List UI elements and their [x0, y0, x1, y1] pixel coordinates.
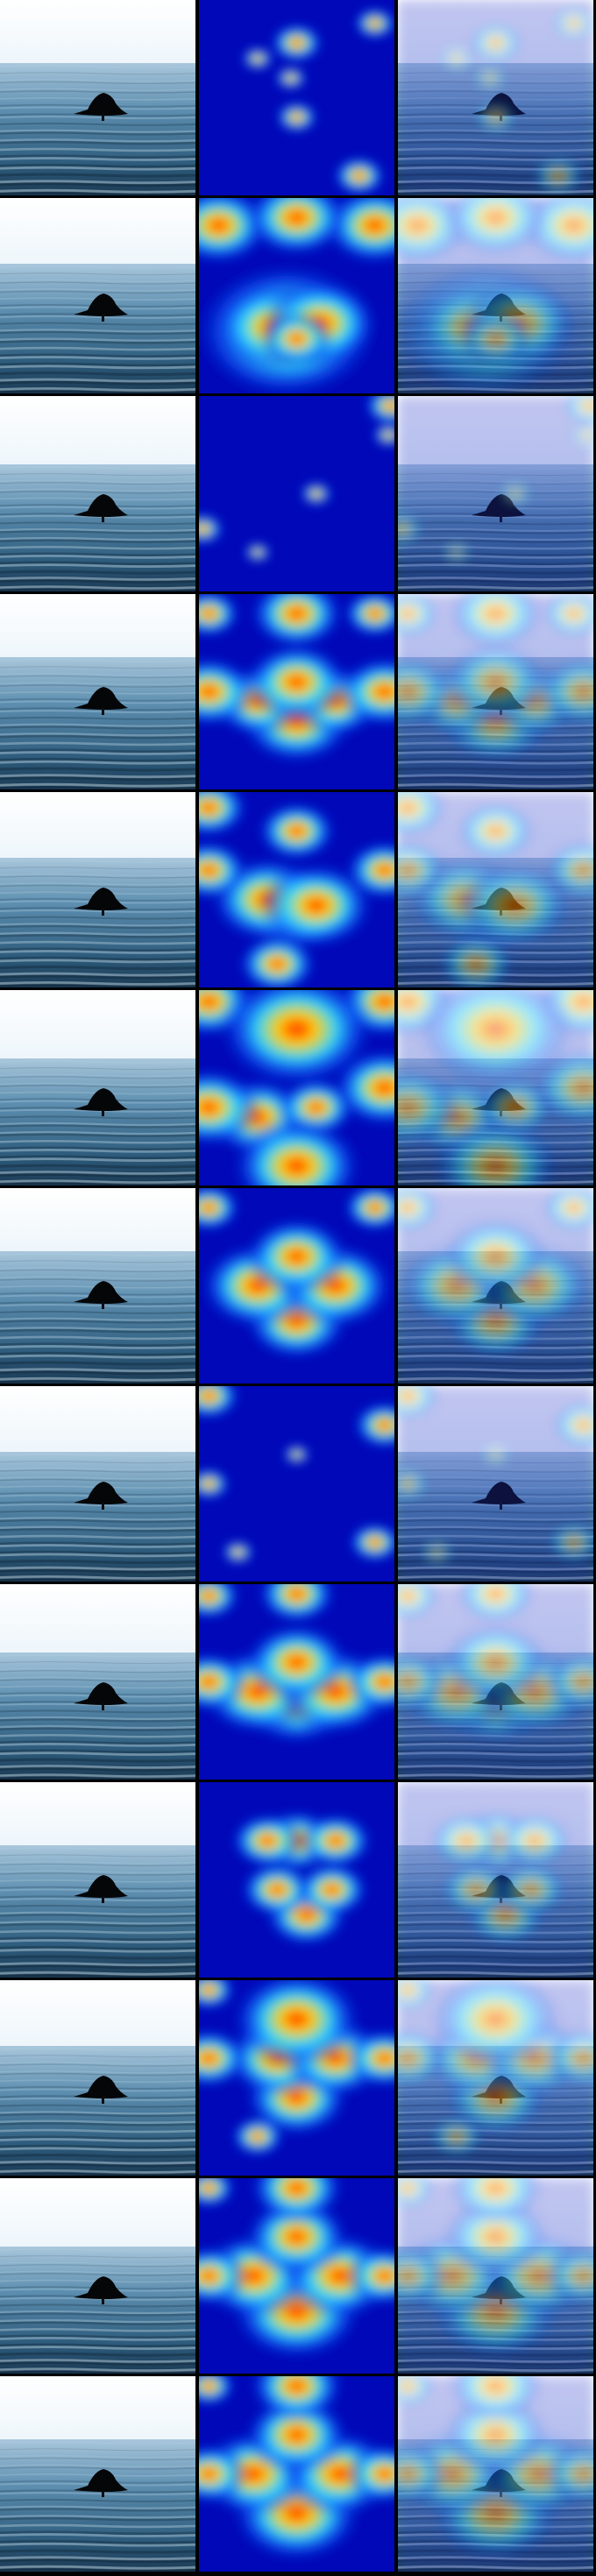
overlay-tile	[398, 0, 593, 195]
figure-row	[0, 198, 596, 393]
heatmap-image	[199, 2376, 394, 2572]
heatmap-image	[199, 1188, 394, 1384]
input-photo-tile	[0, 990, 195, 1185]
overlay-image	[398, 198, 593, 393]
input-photo-tile	[0, 198, 195, 393]
input-photo-tile	[0, 1188, 195, 1384]
overlay-tile	[398, 1188, 593, 1384]
heatmap-image	[199, 2178, 394, 2374]
input-photo-tile	[0, 396, 195, 591]
overlay-tile	[398, 594, 593, 789]
figure-row	[0, 1584, 596, 1780]
heatmap-tile	[199, 1386, 394, 1582]
overlay-tile	[398, 1386, 593, 1582]
input-photo-image	[0, 198, 195, 393]
heatmap-image	[199, 1584, 394, 1780]
figure-row	[0, 792, 596, 987]
overlay-image	[398, 1188, 593, 1384]
figure-row	[0, 396, 596, 591]
input-photo-tile	[0, 1584, 195, 1780]
input-photo-tile	[0, 792, 195, 987]
input-photo-tile	[0, 1782, 195, 1978]
figure-row	[0, 990, 596, 1185]
heatmap-tile	[199, 990, 394, 1185]
input-photo-tile	[0, 1980, 195, 2176]
input-photo-image	[0, 1386, 195, 1582]
figure-row	[0, 1782, 596, 1978]
figure-row	[0, 2376, 596, 2572]
input-photo-image	[0, 396, 195, 591]
heatmap-tile	[199, 792, 394, 987]
heatmap-tile	[199, 1584, 394, 1780]
heatmap-tile	[199, 594, 394, 789]
heatmap-image	[199, 1980, 394, 2176]
overlay-image	[398, 2178, 593, 2374]
overlay-image	[398, 1386, 593, 1582]
overlay-tile	[398, 198, 593, 393]
heatmap-image	[199, 990, 394, 1185]
heatmap-image	[199, 0, 394, 195]
heatmap-tile	[199, 2178, 394, 2374]
figure-row	[0, 1980, 596, 2176]
overlay-tile	[398, 1584, 593, 1780]
heatmap-image	[199, 1386, 394, 1582]
figure-row	[0, 1188, 596, 1384]
input-photo-image	[0, 792, 195, 987]
overlay-tile	[398, 990, 593, 1185]
heatmap-tile	[199, 2376, 394, 2572]
overlay-tile	[398, 2178, 593, 2374]
input-photo-image	[0, 1980, 195, 2176]
heatmap-tile	[199, 1980, 394, 2176]
figure-row	[0, 2178, 596, 2374]
input-photo-image	[0, 2376, 195, 2572]
overlay-image	[398, 990, 593, 1185]
overlay-image	[398, 2376, 593, 2572]
input-photo-tile	[0, 2178, 195, 2374]
input-photo-image	[0, 0, 195, 195]
overlay-image	[398, 1980, 593, 2176]
overlay-image	[398, 0, 593, 195]
input-photo-tile	[0, 2376, 195, 2572]
heatmap-tile	[199, 1188, 394, 1384]
input-photo-image	[0, 2178, 195, 2374]
input-photo-image	[0, 990, 195, 1185]
overlay-image	[398, 594, 593, 789]
input-photo-image	[0, 1782, 195, 1978]
heatmap-image	[199, 198, 394, 393]
heatmap-tile	[199, 1782, 394, 1978]
input-photo-image	[0, 1584, 195, 1780]
figure-row	[0, 0, 596, 195]
heatmap-image	[199, 792, 394, 987]
figure-row	[0, 1386, 596, 1582]
overlay-tile	[398, 792, 593, 987]
overlay-image	[398, 792, 593, 987]
input-photo-image	[0, 1188, 195, 1384]
overlay-tile	[398, 2376, 593, 2572]
heatmap-tile	[199, 0, 394, 195]
overlay-tile	[398, 1782, 593, 1978]
overlay-tile	[398, 396, 593, 591]
overlay-image	[398, 1782, 593, 1978]
input-photo-image	[0, 594, 195, 789]
heatmap-image	[199, 396, 394, 591]
heatmap-image	[199, 1782, 394, 1978]
input-photo-tile	[0, 594, 195, 789]
input-photo-tile	[0, 0, 195, 195]
heatmap-tile	[199, 396, 394, 591]
overlay-image	[398, 396, 593, 591]
heatmap-image	[199, 594, 394, 789]
input-photo-tile	[0, 1386, 195, 1582]
overlay-image	[398, 1584, 593, 1780]
figure-row	[0, 594, 596, 789]
heatmap-tile	[199, 198, 394, 393]
overlay-tile	[398, 1980, 593, 2176]
